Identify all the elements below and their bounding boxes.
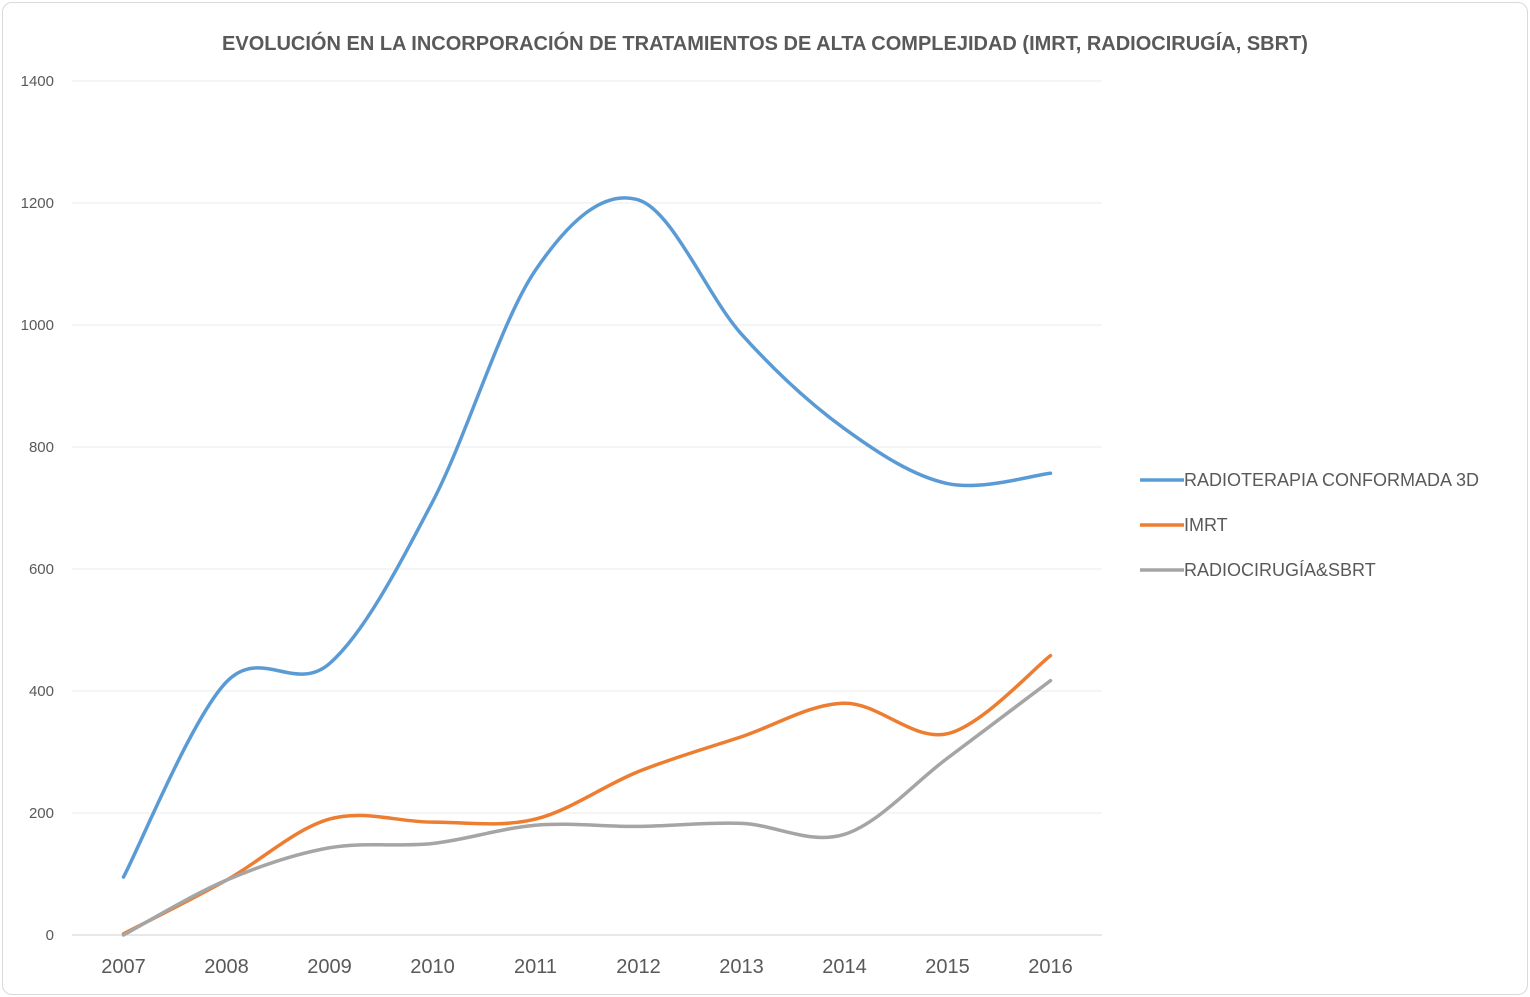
x-tick-label: 2015 [925,956,970,978]
x-tick-label: 2010 [410,956,455,978]
legend-label-radiocirug-a-sbrt: RADIOCIRUGÍA&SBRT [1184,560,1376,580]
x-tick-label: 2013 [719,956,764,978]
legend-label-radioterapia-conformada-3d: RADIOTERAPIA CONFORMADA 3D [1184,470,1479,490]
y-axis-ticks: 0 200 400 600 800 1000 1200 1400 [21,73,54,944]
y-tick-label: 0 [46,927,54,944]
x-tick-label: 2009 [307,956,352,978]
y-tick-label: 200 [29,805,54,822]
gridlines [72,80,1102,936]
series-line-radiocirug-a-sbrt [121,678,1053,937]
x-tick-label: 2007 [101,956,146,978]
chart-title: EVOLUCIÓN EN LA INCORPORACIÓN DE TRATAMI… [222,31,1308,55]
x-tick-label: 2016 [1028,956,1073,978]
x-tick-label: 2011 [514,956,557,978]
legend: RADIOTERAPIA CONFORMADA 3D IMRT RADIOCIRUG… [1140,470,1479,580]
series-lines [121,196,1053,937]
y-tick-label: 1000 [21,317,54,334]
y-tick-label: 600 [29,561,54,578]
x-tick-label: 2012 [616,956,661,978]
y-tick-label: 400 [29,683,54,700]
y-tick-label: 1400 [21,73,54,90]
y-tick-label: 800 [29,439,54,456]
series-line-radioterapia-conformada-3d [121,196,1053,879]
y-tick-label: 1200 [21,195,54,212]
legend-label-imrt: IMRT [1184,515,1228,535]
x-tick-label: 2008 [204,956,249,978]
x-axis-ticks: 2007 2008 2009 2010 2011 2012 2013 2014 2015 2016 [101,956,1073,978]
series-line-imrt [121,653,1053,936]
x-tick-label: 2014 [822,956,867,978]
